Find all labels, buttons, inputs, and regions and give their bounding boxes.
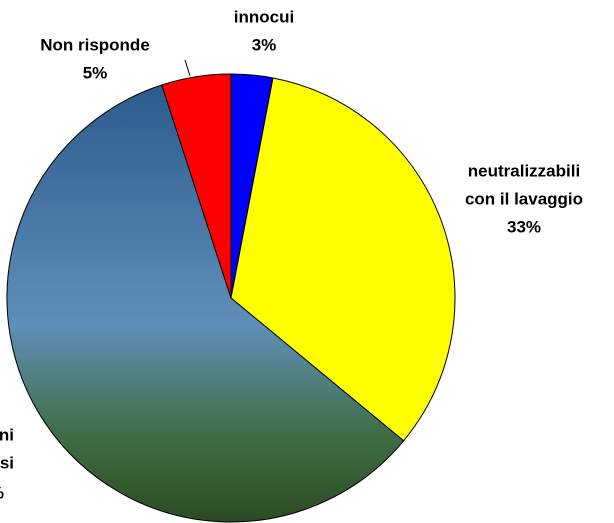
pie-slice xyxy=(6,84,405,523)
pie-slice xyxy=(161,73,232,299)
slice-label: con il lavaggio xyxy=(465,189,583,208)
value-label: 3% xyxy=(252,35,277,54)
slice-label: innocui xyxy=(234,7,294,26)
value-label: 33% xyxy=(507,217,541,236)
value-label: % xyxy=(0,483,4,502)
slice-label: uni xyxy=(0,425,14,444)
slice-label: nosi xyxy=(0,453,14,472)
pie-slice xyxy=(230,77,456,442)
slice-label: neutralizzabili xyxy=(468,161,580,180)
value-label: 5% xyxy=(83,63,108,82)
leader-line xyxy=(184,59,191,77)
slice-label: Non risponde xyxy=(40,35,150,54)
